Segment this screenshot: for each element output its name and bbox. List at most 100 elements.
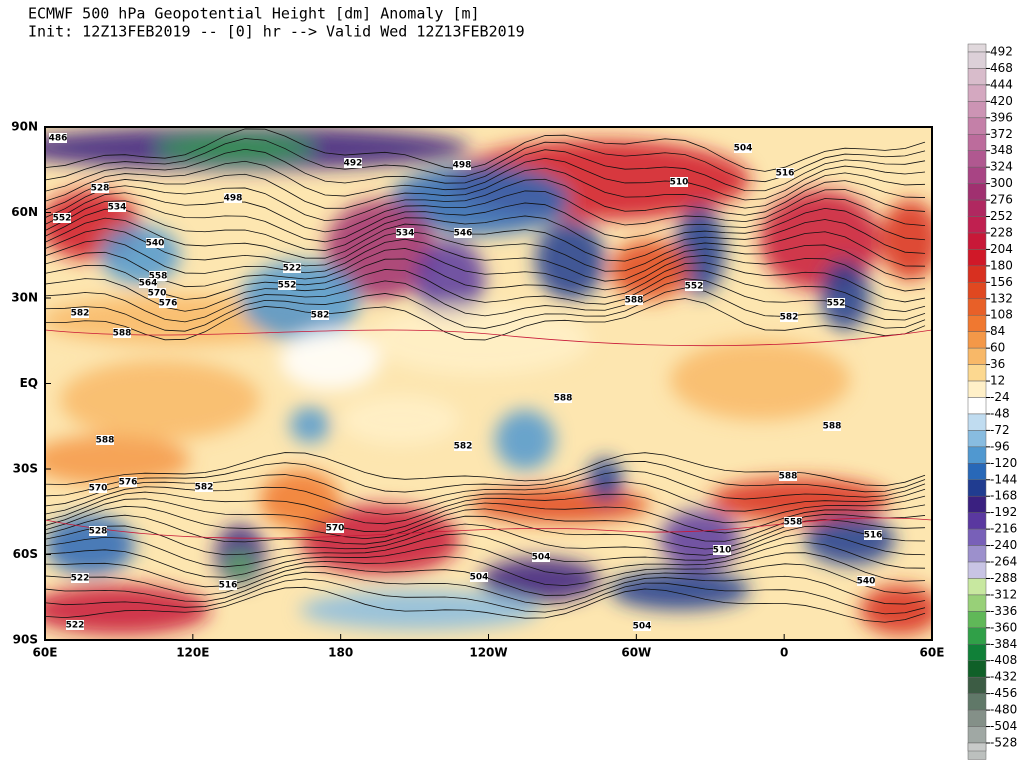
contour-line bbox=[45, 217, 926, 262]
anomaly-blob bbox=[480, 558, 600, 602]
contour-label: 522 bbox=[71, 574, 90, 584]
colorbar-box bbox=[967, 265, 987, 283]
latitude-label: EQ bbox=[20, 376, 38, 390]
contour-label: 588 bbox=[554, 394, 573, 404]
colorbar-box bbox=[967, 397, 987, 415]
colorbar-box bbox=[967, 644, 987, 661]
contour-label-bg bbox=[633, 621, 651, 631]
contour-label-bg bbox=[149, 271, 167, 281]
contour-label: 552 bbox=[827, 299, 846, 309]
colorbar-cap bbox=[967, 742, 987, 752]
colorbar-box bbox=[967, 380, 987, 398]
colorbar-label: -288 bbox=[990, 571, 1017, 585]
colorbar-label: 396 bbox=[990, 110, 1013, 124]
contour-label: 504 bbox=[633, 622, 652, 632]
contour-line bbox=[45, 128, 926, 172]
colorbar-label: -504 bbox=[990, 719, 1017, 733]
contour-label: 510 bbox=[670, 178, 689, 188]
anomaly-blob bbox=[155, 136, 315, 160]
colorbar-box bbox=[967, 627, 987, 645]
colorbar-label: -120 bbox=[990, 456, 1017, 470]
contour-label: 588 bbox=[113, 329, 132, 339]
colorbar: 492 468 444 420 396 372 348 324 300 276 252 228 204 1… bbox=[967, 43, 1017, 760]
colorbar-label: -408 bbox=[990, 653, 1017, 667]
anomaly-blob bbox=[610, 240, 690, 300]
contour-label-bg bbox=[454, 441, 472, 451]
contour-label-bg bbox=[148, 288, 166, 298]
colorbar-label: -96 bbox=[990, 439, 1010, 453]
contour-label: 504 bbox=[470, 573, 489, 583]
anomaly-blob bbox=[390, 165, 570, 235]
colorbar-label: -264 bbox=[990, 555, 1017, 569]
longitude-label: 60E bbox=[33, 646, 58, 660]
contour-label-bg bbox=[396, 228, 414, 238]
contour-label-bg bbox=[195, 482, 213, 492]
contour-line bbox=[45, 514, 926, 550]
colorbar-box bbox=[967, 545, 987, 563]
contour-label: 552 bbox=[685, 282, 704, 292]
colorbar-box bbox=[967, 183, 987, 201]
contour-label-bg bbox=[780, 312, 798, 322]
contour-label: 504 bbox=[734, 144, 753, 154]
contour-label-bg bbox=[96, 435, 114, 445]
colorbar-box bbox=[967, 594, 987, 612]
contour-label: 516 bbox=[864, 531, 883, 541]
colorbar-box bbox=[967, 479, 987, 497]
contour-label: 570 bbox=[326, 524, 345, 534]
colorbar-box bbox=[967, 528, 987, 546]
contour-label: 588 bbox=[823, 422, 842, 432]
colorbar-label: -48 bbox=[990, 406, 1010, 420]
colorbar-box bbox=[967, 693, 987, 711]
anomaly-blob bbox=[805, 515, 895, 565]
colorbar-label: 12 bbox=[990, 374, 1005, 388]
contour-label-bg bbox=[776, 168, 794, 178]
colorbar-label: -312 bbox=[990, 587, 1017, 601]
contour-line bbox=[45, 329, 932, 347]
colorbar-box bbox=[967, 578, 987, 596]
contour-label-bg bbox=[224, 193, 242, 203]
contour-label-bg bbox=[670, 177, 688, 187]
contour-label-bg bbox=[554, 393, 572, 403]
colorbar-box bbox=[967, 611, 987, 629]
longitude-label: 180 bbox=[328, 646, 353, 660]
contour-label: 546 bbox=[454, 229, 473, 239]
contour-label-bg bbox=[53, 213, 71, 223]
contour-label-bg bbox=[71, 308, 89, 318]
colorbar-label: -240 bbox=[990, 538, 1017, 552]
latitude-label: 30N bbox=[11, 291, 38, 305]
contour-line bbox=[45, 148, 926, 192]
contour-line bbox=[45, 278, 926, 323]
contour-label-bg bbox=[532, 552, 550, 562]
contour-label: 582 bbox=[311, 311, 330, 321]
contour-label: 552 bbox=[53, 214, 72, 224]
contour-label: 528 bbox=[89, 527, 108, 537]
longitude-label: 60E bbox=[920, 646, 945, 660]
contour-label: 552 bbox=[278, 281, 297, 291]
contour-label: 498 bbox=[453, 161, 472, 171]
colorbar-box bbox=[967, 232, 987, 250]
colorbar-box bbox=[967, 249, 987, 267]
contour-label-bg bbox=[454, 228, 472, 238]
anomaly-blob bbox=[100, 225, 180, 285]
colorbar-label: -24 bbox=[990, 390, 1010, 404]
contour-label-bg bbox=[66, 620, 84, 630]
contour-label: 510 bbox=[713, 546, 732, 556]
colorbar-label: -456 bbox=[990, 686, 1017, 700]
anomaly-blob bbox=[300, 590, 540, 630]
colorbar-label: -360 bbox=[990, 620, 1017, 634]
latitude-label: 90N bbox=[11, 120, 38, 134]
contour-label: 540 bbox=[146, 239, 165, 249]
contour-label: 576 bbox=[159, 299, 178, 309]
colorbar-box bbox=[967, 512, 987, 530]
colorbar-box bbox=[967, 150, 987, 168]
contour-label: 588 bbox=[96, 436, 115, 446]
anomaly-blob bbox=[470, 487, 650, 523]
contour-label-bg bbox=[159, 298, 177, 308]
colorbar-box bbox=[967, 676, 987, 694]
colorbar-box bbox=[967, 117, 987, 135]
contour-label-bg bbox=[453, 160, 471, 170]
map bbox=[45, 127, 932, 640]
anomaly-blob bbox=[45, 515, 135, 575]
